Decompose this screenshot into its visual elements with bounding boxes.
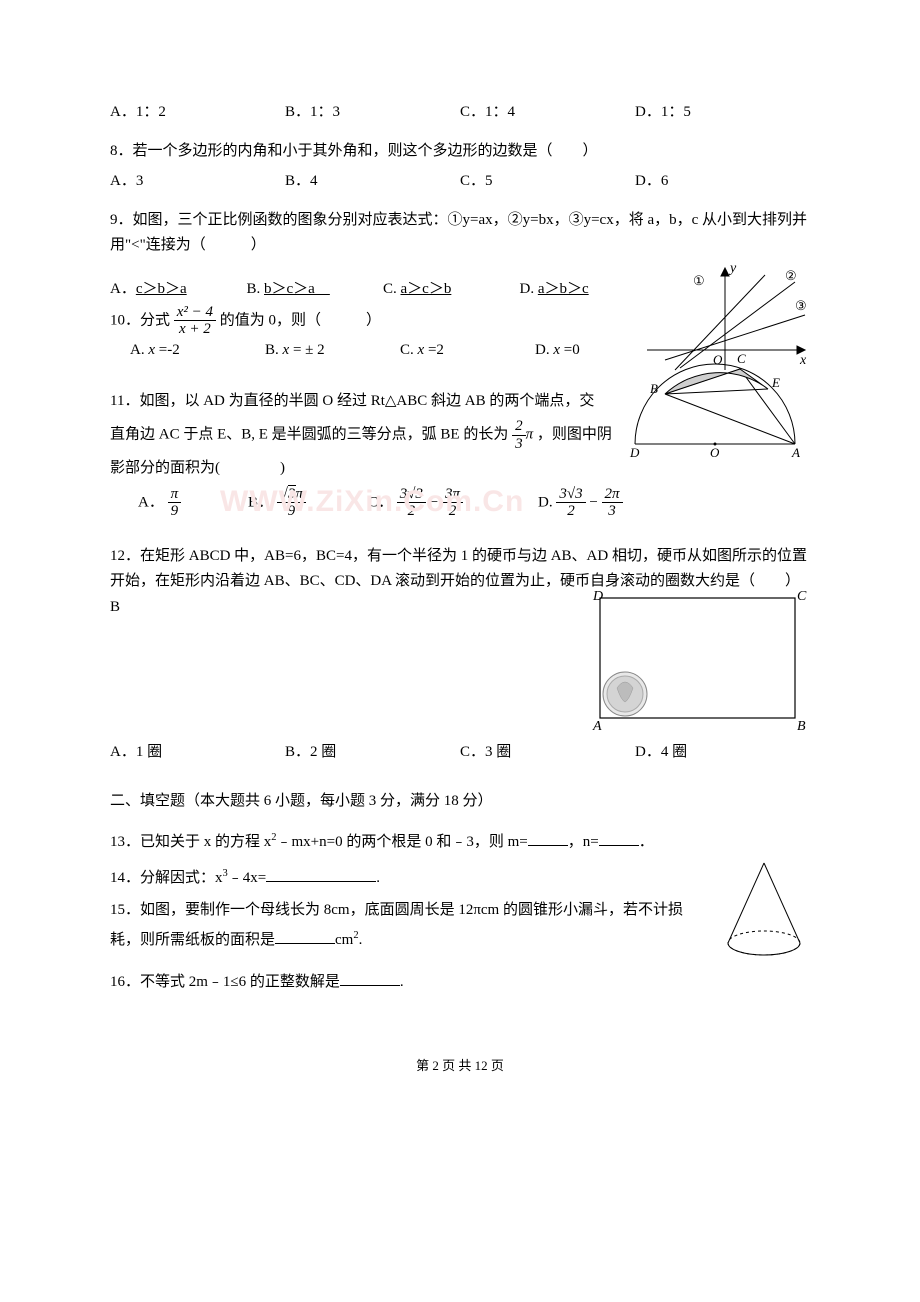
q7-opt-c: C．1：4 (460, 100, 635, 121)
question-15-line1: 15．如图，要制作一个母线长为 8cm，底面圆周长是 12πcm 的圆锥形小漏斗… (110, 898, 712, 924)
line2-label: ② (785, 268, 797, 283)
q7-opt-d: D．1：5 (635, 100, 810, 121)
svg-text:B: B (797, 719, 806, 734)
q15-figure (718, 855, 810, 970)
q12-opt-b: B．2 圈 (285, 740, 460, 761)
question-8: 8．若一个多边形的内角和小于其外角和，则这个多边形的边数是（ ） A．3 B．4… (110, 139, 810, 190)
q11-opt-d: D. 3√32 − 2π3 (538, 486, 698, 520)
svg-text:C: C (737, 351, 746, 366)
q9-opt-b: B. b＞c＞a (247, 277, 384, 298)
question-15-line2: 耗，则所需纸板的面积是cm2. (110, 927, 810, 954)
q8-opt-c: C．5 (460, 169, 635, 190)
watermark-text: WWW.ZiXin.Com.Cn (220, 485, 524, 519)
svg-text:A: A (592, 719, 602, 734)
q8-opt-b: B．4 (285, 169, 460, 190)
svg-text:D: D (629, 445, 640, 459)
q11-figure: D A O B C E (620, 329, 810, 464)
q8-opt-a: A．3 (110, 169, 285, 190)
axis-y-label: y (728, 261, 737, 276)
page-footer: 第 2 页 共 12 页 (110, 1055, 810, 1074)
question-13: 13．已知关于 x 的方程 x2﹣mx+n=0 的两个根是 0 和﹣3，则 m=… (110, 829, 810, 856)
line1-label: ① (693, 273, 705, 288)
q9-stem: 9．如图，三个正比例函数的图象分别对应表达式：①y=ax，②y=bx，③y=cx… (110, 208, 810, 259)
question-11: D A O B C E 11．如图，以 AD 为直径的半圆 O 经过 Rt△AB… (110, 389, 810, 520)
q8-opt-d: D．6 (635, 169, 810, 190)
line3-label: ③ (795, 298, 807, 313)
question-7-options: A．1：2 B．1：3 C．1：4 D．1：5 (110, 100, 810, 121)
section-2-header: 二、填空题（本大题共 6 小题，每小题 3 分，满分 18 分） (110, 789, 810, 815)
svg-text:D: D (592, 589, 603, 604)
svg-text:A: A (791, 445, 800, 459)
question-16: 16．不等式 2m﹣1≤6 的正整数解是. (110, 970, 810, 996)
question-12: 12．在矩形 ABCD 中，AB=6，BC=4，有一个半径为 1 的硬币与边 A… (110, 544, 810, 762)
svg-text:B: B (650, 381, 658, 396)
svg-text:O: O (710, 445, 720, 459)
svg-text:E: E (771, 375, 780, 390)
q10-opt-c: C. x =2 (400, 342, 535, 359)
q8-stem: 8．若一个多边形的内角和小于其外角和，则这个多边形的边数是（ ） (110, 139, 810, 165)
q7-opt-b: B．1：3 (285, 100, 460, 121)
q12-figure: D C A B (585, 588, 810, 743)
q9-opt-c: C. a＞c＞b (383, 277, 520, 298)
q10-opt-b: B. x = ± 2 (265, 342, 400, 359)
q12-opt-a: A．1 圈 (110, 740, 285, 761)
question-14: 14．分解因式：x3﹣4x=. (110, 865, 810, 892)
q10-opt-a: A. x =-2 (130, 342, 265, 359)
q7-opt-a: A．1：2 (110, 100, 285, 121)
q9-opt-a: A．c＞b＞a (110, 277, 247, 298)
q12-opt-c: C．3 圈 (460, 740, 635, 761)
q12-opt-d: D．4 圈 (635, 740, 810, 761)
svg-text:C: C (797, 589, 807, 604)
